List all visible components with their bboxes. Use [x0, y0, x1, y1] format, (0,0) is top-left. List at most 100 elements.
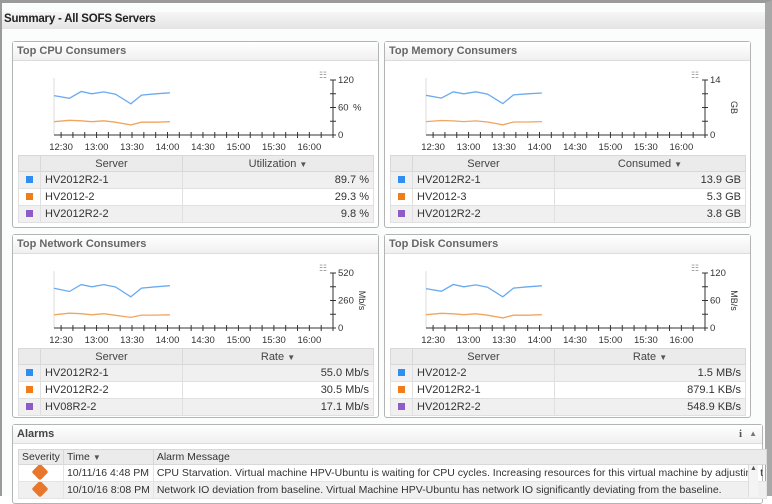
server-column-header[interactable]: Server	[412, 348, 555, 365]
col-severity[interactable]: Severity	[18, 449, 64, 465]
x-tick-label: 15:00	[599, 142, 623, 153]
y-axis-label: GB	[729, 101, 739, 114]
color-column-header	[390, 348, 413, 365]
series-swatch	[26, 386, 33, 393]
server-column-header[interactable]: Server	[412, 155, 555, 172]
panel-header: Top Disk Consumers	[385, 235, 750, 254]
memory-consumers-panel: Top Memory Consumers 12:30 13:00 13:30 14:0…	[384, 41, 751, 228]
alarms-panel: Alarms ▲ i Severity Time ▼ Alarm Message…	[12, 424, 768, 504]
table-row[interactable]: HV08R2-2 17.1 Mb/s	[18, 398, 374, 416]
table-row[interactable]: HV2012R2-1 89.7 %	[18, 171, 374, 189]
table-row[interactable]: HV2012-2 1.5 MB/s	[390, 364, 746, 382]
table-row[interactable]: HV2012R2-2 3.8 GB	[390, 205, 746, 223]
panel-title: Top CPU Consumers	[17, 45, 127, 57]
series-color-cell	[390, 364, 413, 382]
x-tick-label: 12:30	[421, 142, 445, 153]
alarms-scrollbar[interactable]: ▲	[748, 465, 758, 497]
x-tick-label: 13:30	[492, 142, 516, 153]
value-column-header[interactable]: Consumed ▼	[554, 155, 746, 172]
table-row[interactable]: HV2012R2-2 30.5 Mb/s	[18, 381, 374, 399]
value-column-header[interactable]: Rate ▼	[554, 348, 746, 365]
value-cell: 55.0 Mb/s	[182, 364, 374, 382]
x-tick-label: 14:00	[156, 335, 180, 346]
server-column-header[interactable]: Server	[40, 348, 183, 365]
col-message[interactable]: Alarm Message	[152, 449, 768, 465]
x-tick-label: 15:30	[634, 335, 658, 346]
table-row[interactable]: HV2012R2-2 9.8 %	[18, 205, 374, 223]
value-column-header[interactable]: Utilization ▼	[182, 155, 374, 172]
value-cell: 879.1 KB/s	[554, 381, 746, 399]
x-tick-label: 16:00	[669, 142, 693, 153]
server-cell: HV2012R2-2	[412, 205, 555, 223]
collapse-icon[interactable]: ▲	[749, 429, 757, 438]
x-tick-label: 15:30	[634, 142, 658, 153]
series-1-line	[425, 91, 542, 105]
y-axis-label: Mb/s	[357, 291, 367, 311]
y-tick-label: 520	[338, 268, 354, 279]
series-swatch	[26, 403, 33, 410]
table-row[interactable]: HV2012R2-1 55.0 Mb/s	[18, 364, 374, 382]
series-color-cell	[390, 188, 413, 206]
series-color-cell	[390, 381, 413, 399]
x-tick-label: 13:00	[457, 335, 481, 346]
table-header-row: Server Utilization ▼	[18, 155, 374, 172]
alarm-row[interactable]: 10/11/16 4:48 PM CPU Starvation. Virtual…	[18, 464, 768, 482]
table-row[interactable]: HV2012-3 5.3 GB	[390, 188, 746, 206]
chart-options-icon[interactable]: ☷	[691, 263, 699, 273]
value-cell: 29.3 %	[182, 188, 374, 206]
cpu-table: Server Utilization ▼ HV2012R2-1 89.7 % H…	[18, 155, 374, 223]
table-row[interactable]: HV2012R2-1 879.1 KB/s	[390, 381, 746, 399]
x-tick-label: 13:00	[85, 142, 109, 153]
series-color-cell	[18, 188, 41, 206]
y-tick-label: 60	[710, 296, 721, 307]
color-column-header	[390, 155, 413, 172]
alarms-header-row: Severity Time ▼ Alarm Message	[18, 449, 768, 465]
memory-line-chart: 12:30 13:00 13:30 14:00 14:30 15:00 15:30 16:00…	[421, 70, 739, 153]
server-column-header[interactable]: Server	[40, 155, 183, 172]
series-1-line	[425, 283, 542, 298]
disk-line-chart: 12:30 13:00 13:30 14:00 14:30 15:00 15:30 16:00…	[421, 263, 739, 346]
series-swatch	[26, 193, 33, 200]
info-icon[interactable]: i	[738, 428, 742, 440]
server-cell: HV2012R2-2	[40, 381, 183, 399]
alarms-table: Severity Time ▼ Alarm Message 10/11/16 4…	[18, 449, 768, 499]
value-cell: 89.7 %	[182, 171, 374, 189]
series-color-cell	[18, 205, 41, 223]
server-cell: HV2012-3	[412, 188, 555, 206]
page-title: Summary - All SOFS Servers	[2, 12, 765, 29]
x-tick-label: 14:30	[191, 142, 215, 153]
table-row[interactable]: HV2012R2-2 548.9 KB/s	[390, 398, 746, 416]
value-cell: 5.3 GB	[554, 188, 746, 206]
series-swatch	[398, 369, 405, 376]
cpu-consumers-panel: Top CPU Consumers 12:30 13:00 13:30 14:00 14…	[12, 41, 379, 228]
x-tick-label: 16:00	[669, 335, 693, 346]
series-color-cell	[18, 171, 41, 189]
chart-options-icon[interactable]: ☷	[319, 263, 327, 273]
series-2-line	[53, 312, 170, 319]
series-swatch	[26, 210, 33, 217]
value-cell: 548.9 KB/s	[554, 398, 746, 416]
y-tick-label: 120	[710, 268, 726, 279]
chart-options-icon[interactable]: ☷	[319, 70, 327, 80]
table-row[interactable]: HV2012-2 29.3 %	[18, 188, 374, 206]
x-tick-label: 13:00	[457, 142, 481, 153]
chart-options-icon[interactable]: ☷	[691, 70, 699, 80]
alarms-header: Alarms ▲ i	[13, 425, 762, 444]
series-swatch	[398, 386, 405, 393]
value-cell: 30.5 Mb/s	[182, 381, 374, 399]
series-swatch	[398, 210, 405, 217]
y-axis-label: %	[353, 103, 362, 114]
series-2-line	[53, 119, 170, 126]
series-swatch	[26, 369, 33, 376]
x-tick-label: 13:30	[120, 335, 144, 346]
value-column-header[interactable]: Rate ▼	[182, 348, 374, 365]
network-line-chart: 12:30 13:00 13:30 14:00 14:30 15:00 15:30 16:00…	[49, 263, 367, 346]
col-time[interactable]: Time ▼	[62, 449, 154, 465]
x-tick-label: 14:00	[528, 335, 552, 346]
disk-consumers-panel: Top Disk Consumers 12:30 13:00 13:30 14:00 1…	[384, 234, 751, 418]
server-cell: HV2012R2-2	[412, 398, 555, 416]
sort-down-icon: ▼	[659, 352, 668, 362]
cpu-line-chart: 12:30 13:00 13:30 14:00 14:30 15:00 15:30 16:00…	[49, 70, 362, 153]
series-2-line	[425, 312, 542, 319]
table-row[interactable]: HV2012R2-1 13.9 GB	[390, 171, 746, 189]
